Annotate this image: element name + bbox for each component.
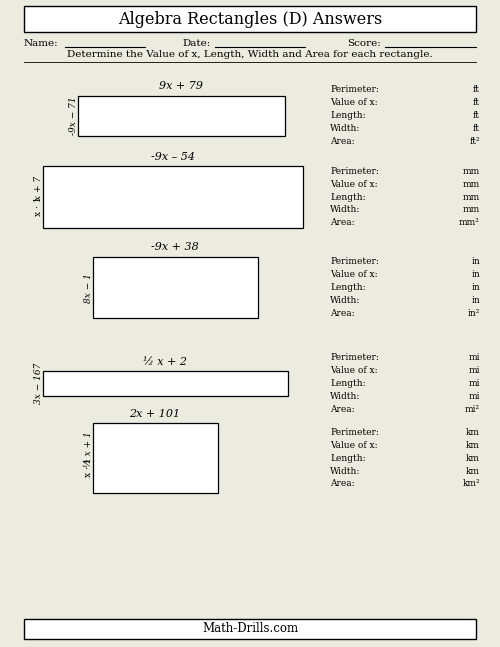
Text: Perimeter:: Perimeter: — [330, 85, 379, 94]
Text: ½ x + 1: ½ x + 1 — [84, 431, 93, 467]
Text: mm²: mm² — [459, 219, 480, 227]
Text: Perimeter:: Perimeter: — [330, 258, 379, 266]
Text: km: km — [466, 466, 480, 476]
Text: x + 7: x + 7 — [34, 176, 43, 200]
Text: Value of x:: Value of x: — [330, 180, 378, 188]
Text: mi: mi — [468, 392, 480, 401]
Text: -9x − 71: -9x − 71 — [69, 96, 78, 135]
Text: Width:: Width: — [330, 124, 360, 133]
Text: Value of x:: Value of x: — [330, 366, 378, 375]
Text: Algebra Rectangles (D) Answers: Algebra Rectangles (D) Answers — [118, 11, 382, 28]
Text: in: in — [471, 283, 480, 292]
Text: Value of x:: Value of x: — [330, 98, 378, 107]
Text: 3x − 167: 3x − 167 — [34, 363, 43, 404]
Text: Perimeter:: Perimeter: — [330, 353, 379, 362]
Text: mm: mm — [463, 180, 480, 188]
Text: Value of x:: Value of x: — [330, 441, 378, 450]
Text: km: km — [466, 441, 480, 450]
Text: Determine the Value of x, Length, Width and Area for each rectangle.: Determine the Value of x, Length, Width … — [67, 50, 433, 59]
Text: Width:: Width: — [330, 466, 360, 476]
Text: ½ x + 2: ½ x + 2 — [143, 357, 187, 367]
Bar — [24, 619, 476, 639]
Text: Length:: Length: — [330, 283, 366, 292]
Text: in²: in² — [468, 309, 480, 318]
Text: Score:: Score: — [348, 39, 382, 48]
Bar — [42, 166, 302, 228]
Text: ft²: ft² — [470, 137, 480, 146]
Text: in: in — [471, 296, 480, 305]
Text: Area:: Area: — [330, 405, 354, 414]
Text: Perimeter:: Perimeter: — [330, 428, 379, 437]
Text: mm: mm — [463, 206, 480, 214]
Text: Width:: Width: — [330, 392, 360, 401]
Text: mi: mi — [468, 366, 480, 375]
Text: Math-Drills.com: Math-Drills.com — [202, 622, 298, 635]
Text: in: in — [471, 258, 480, 266]
Text: ft: ft — [473, 124, 480, 133]
Text: Date:: Date: — [182, 39, 211, 48]
Text: ft: ft — [473, 111, 480, 120]
Text: ft: ft — [473, 85, 480, 94]
Text: Length:: Length: — [330, 379, 366, 388]
Text: Value of x:: Value of x: — [330, 270, 378, 279]
Text: 9x + 79: 9x + 79 — [159, 82, 203, 91]
Text: x · 1: x · 1 — [84, 457, 93, 477]
Text: Perimeter:: Perimeter: — [330, 167, 379, 175]
Bar — [92, 423, 218, 493]
Text: Area:: Area: — [330, 309, 354, 318]
Text: mm: mm — [463, 167, 480, 175]
Text: mi: mi — [468, 353, 480, 362]
Text: Length:: Length: — [330, 454, 366, 463]
Text: Width:: Width: — [330, 296, 360, 305]
Text: 2x + 101: 2x + 101 — [130, 409, 180, 419]
Text: Length:: Length: — [330, 193, 366, 201]
Text: x · 1: x · 1 — [34, 196, 43, 216]
Text: -9x + 38: -9x + 38 — [151, 243, 199, 252]
Text: Name:: Name: — [24, 39, 58, 48]
Text: mi: mi — [468, 379, 480, 388]
Text: Area:: Area: — [330, 219, 354, 227]
Text: -9x – 54: -9x – 54 — [150, 152, 194, 162]
Text: km: km — [466, 454, 480, 463]
Text: Length:: Length: — [330, 111, 366, 120]
Text: Area:: Area: — [330, 137, 354, 146]
Text: mi²: mi² — [465, 405, 480, 414]
Text: 8x − 1: 8x − 1 — [84, 272, 93, 303]
Bar — [92, 257, 258, 318]
Text: Area:: Area: — [330, 479, 354, 488]
Bar — [78, 96, 285, 136]
Bar — [42, 371, 288, 396]
Text: ft: ft — [473, 98, 480, 107]
Text: mm: mm — [463, 193, 480, 201]
Text: Width:: Width: — [330, 206, 360, 214]
Bar — [24, 6, 476, 32]
Text: km²: km² — [462, 479, 480, 488]
Text: in: in — [471, 270, 480, 279]
Text: km: km — [466, 428, 480, 437]
